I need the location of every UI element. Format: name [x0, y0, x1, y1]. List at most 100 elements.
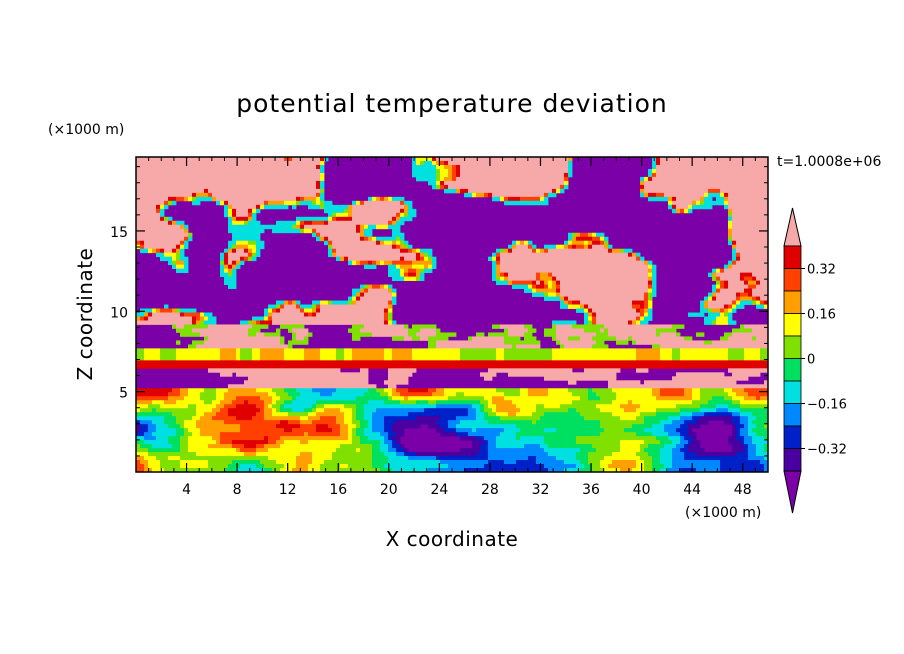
contour-cell	[356, 304, 361, 309]
contour-cell	[692, 184, 697, 190]
contour-cell	[732, 188, 737, 194]
contour-cell	[416, 360, 421, 365]
contour-cell	[592, 300, 597, 305]
contour-cell	[684, 340, 689, 345]
contour-cell	[644, 328, 649, 333]
contour-cell	[196, 316, 201, 321]
contour-cell	[316, 168, 321, 174]
contour-cell	[440, 356, 445, 361]
contour-cell	[548, 260, 553, 266]
contour-cell	[740, 252, 745, 258]
contour-cell	[604, 292, 609, 297]
contour-cell	[620, 356, 625, 361]
contour-cell	[620, 300, 625, 305]
contour-cell	[756, 352, 761, 357]
contour-cell	[740, 200, 745, 206]
contour-cell	[520, 264, 525, 270]
contour-cell	[388, 300, 393, 305]
contour-cell	[176, 356, 181, 361]
contour-cell	[512, 364, 517, 369]
contour-cell	[532, 348, 537, 353]
contour-cell	[148, 188, 153, 194]
contour-cell	[276, 360, 281, 365]
contour-cell	[764, 336, 768, 341]
contour-cell	[328, 372, 333, 377]
contour-cell	[280, 157, 285, 162]
contour-cell	[520, 344, 525, 349]
contour-cell	[160, 200, 165, 206]
contour-cell	[392, 296, 397, 301]
contour-cell	[208, 320, 213, 325]
contour-cell	[380, 216, 385, 222]
contour-cell	[624, 316, 629, 321]
contour-cell	[632, 356, 637, 361]
contour-cell	[344, 372, 349, 377]
contour-cell	[676, 192, 681, 198]
contour-cell	[188, 160, 193, 166]
contour-cell	[568, 157, 573, 162]
contour-cell	[176, 264, 181, 270]
contour-cell	[612, 356, 617, 361]
contour-cell	[292, 224, 297, 230]
contour-cell	[564, 332, 569, 337]
contour-cell	[188, 360, 193, 365]
contour-cell	[524, 248, 529, 254]
contour-cell	[240, 324, 245, 329]
contour-cell	[576, 248, 581, 254]
contour-cell	[736, 328, 741, 333]
contour-cell	[172, 236, 177, 242]
contour-cell	[448, 164, 453, 170]
contour-cell	[664, 344, 669, 349]
contour-cell	[336, 208, 341, 214]
contour-cell	[600, 288, 605, 293]
contour-cell	[656, 324, 661, 329]
contour-cell	[468, 176, 473, 182]
contour-cell	[164, 164, 169, 170]
contour-cell	[636, 332, 641, 337]
contour-cell	[136, 157, 141, 162]
contour-cell	[592, 280, 597, 285]
contour-cell	[648, 348, 653, 353]
contour-cell	[668, 184, 673, 190]
contour-cell	[256, 168, 261, 174]
contour-cell	[504, 324, 509, 329]
contour-cell	[488, 348, 493, 353]
contour-cell	[184, 264, 189, 270]
contour-cell	[408, 212, 413, 218]
contour-cell	[616, 316, 621, 321]
contour-cell	[644, 300, 649, 305]
contour-cell	[464, 164, 469, 170]
contour-cell	[136, 216, 141, 222]
contour-cell	[508, 280, 513, 285]
contour-cell	[368, 304, 373, 309]
contour-cell	[232, 180, 237, 186]
contour-cell	[688, 200, 693, 206]
contour-cell	[436, 172, 441, 178]
contour-cell	[220, 188, 225, 194]
contour-cell	[580, 272, 585, 278]
contour-cell	[176, 364, 181, 369]
contour-cell	[632, 352, 637, 357]
contour-cell	[388, 360, 393, 365]
contour-cell	[724, 300, 729, 305]
contour-cell	[144, 316, 149, 321]
contour-cell	[376, 204, 381, 210]
contour-cell	[268, 340, 273, 345]
contour-cell	[480, 352, 485, 357]
contour-cell	[512, 184, 517, 190]
contour-cell	[368, 208, 373, 214]
contour-cell	[360, 292, 365, 297]
contour-cell	[624, 288, 629, 293]
contour-cell	[584, 248, 589, 254]
contour-cell	[168, 172, 173, 178]
contour-cell	[344, 236, 349, 242]
contour-cell	[484, 340, 489, 345]
contour-cell	[348, 372, 353, 377]
contour-cell	[192, 157, 197, 162]
contour-cell	[336, 256, 341, 262]
contour-cell	[408, 328, 413, 333]
contour-cell	[752, 184, 757, 190]
contour-cell	[420, 256, 425, 262]
contour-cell	[452, 164, 457, 170]
contour-cell	[152, 208, 157, 214]
